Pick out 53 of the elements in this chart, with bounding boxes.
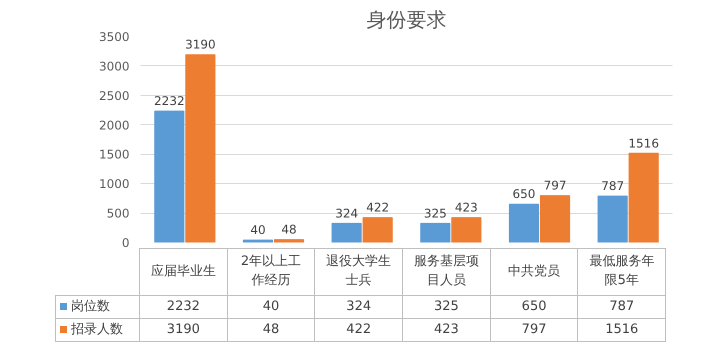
data-label: 324	[314, 296, 403, 318]
x-tick-label: 中共党员	[490, 248, 578, 296]
data-label: 48	[227, 318, 315, 342]
text: 787	[601, 179, 624, 194]
data-label: 40	[227, 296, 315, 318]
x-tick-label: 最低服务年限5年	[578, 248, 666, 296]
data-label: 1516	[578, 318, 666, 342]
x-tick-label: 应届毕业生	[140, 248, 228, 296]
x-tick-label: 2年以上工作经历	[227, 248, 315, 296]
data-label: 3190	[140, 318, 228, 342]
x-tick-label: 退役大学生士兵	[314, 248, 403, 296]
y-tick-label: 500	[106, 206, 130, 221]
bar	[154, 110, 184, 242]
text: 797	[544, 178, 566, 193]
bar	[508, 204, 540, 242]
data-label: 422	[314, 318, 403, 342]
data-label: 423	[402, 318, 490, 342]
y-tick-label: 2000	[98, 118, 130, 132]
bar	[540, 195, 570, 242]
legend-label: 岗位数	[56, 296, 140, 318]
y-tick-label: 1500	[98, 148, 130, 162]
bar	[332, 222, 362, 242]
text: 422	[366, 200, 390, 215]
text: 3190	[185, 38, 216, 52]
text: 325	[424, 206, 447, 220]
text: 2232	[154, 94, 185, 108]
text: 1516	[628, 136, 659, 150]
bar	[598, 196, 628, 242]
bar	[451, 217, 482, 242]
y-tick-label: 3500	[98, 30, 130, 44]
y-tick-label: 0	[122, 236, 130, 250]
bar	[242, 240, 274, 242]
bar	[274, 239, 304, 242]
x-tick-label: 服务基层项目人员	[402, 248, 490, 296]
y-tick-label: 2500	[98, 88, 130, 103]
y-tick-label: 1000	[98, 177, 130, 192]
bar	[420, 222, 450, 242]
y-tick-label: 3000	[98, 59, 130, 74]
text: 48	[281, 222, 297, 237]
data-label: 650	[490, 296, 578, 318]
legend-label: 招录人数	[56, 318, 140, 342]
text: 423	[454, 200, 478, 215]
text: 650	[512, 187, 536, 202]
bar	[362, 217, 393, 242]
chart-title: 身份要求	[366, 8, 446, 32]
text: 324	[335, 206, 358, 220]
data-label: 2232	[140, 296, 228, 318]
text: 40	[250, 223, 266, 238]
bar	[628, 152, 659, 242]
data-label: 325	[402, 296, 490, 318]
bar	[185, 54, 216, 242]
data-label: 787	[578, 296, 666, 318]
data-label: 797	[490, 318, 578, 342]
